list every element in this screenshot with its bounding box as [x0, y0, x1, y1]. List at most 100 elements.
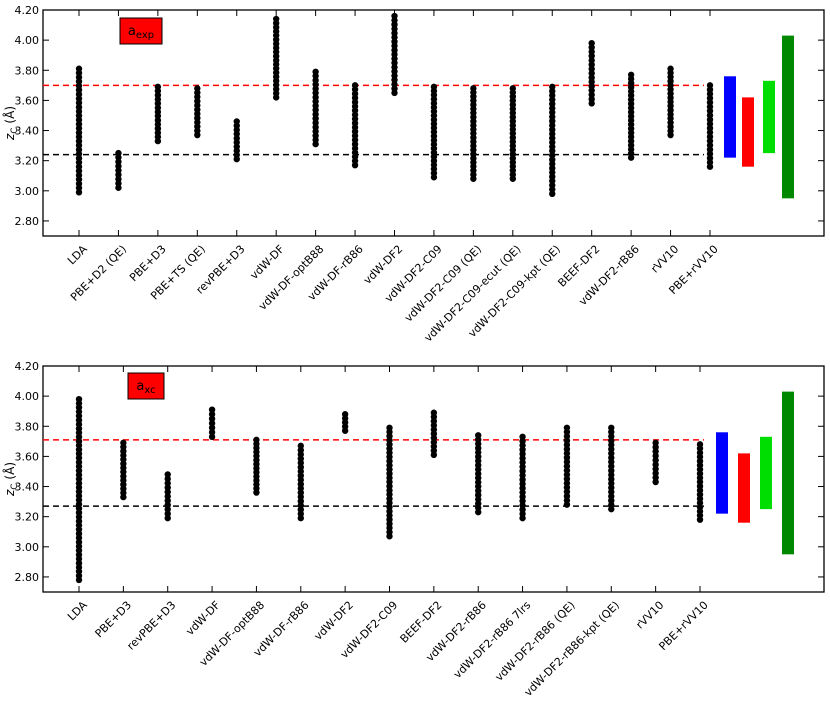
series-lda: [75, 395, 83, 584]
data-point: [519, 514, 526, 522]
series-pbe-rvv10: [696, 441, 704, 523]
data-point: [253, 489, 260, 496]
series-vdw-df-optb88: [253, 436, 260, 496]
series-vdw-df2-rb86: [627, 71, 635, 161]
data-point: [549, 190, 556, 198]
series-revpbe-d3: [233, 118, 240, 163]
x-tick-label: vdW-DF2-C09 (QE): [402, 243, 484, 325]
data-point: [120, 493, 127, 501]
series-vdw-df: [272, 15, 280, 101]
data-point: [608, 505, 615, 513]
series-vdw-df2-c09: [386, 424, 393, 540]
y-tick-label: 3.60: [15, 450, 40, 463]
panel-top: 2.80 3.00 3.20 3.40 3.60 3.80 4.00 4.20 zC (Å) LD…: [2, 4, 825, 344]
series-vdw-df2-rb86: [475, 432, 482, 516]
series-pbe-d3: [120, 439, 127, 501]
data-point: [312, 140, 319, 148]
x-tick-label: vdW-DF2: [312, 599, 356, 643]
panel-bottom: 2.80 3.00 3.20 3.40 3.60 3.80 4.00 4.20 zC (Å) LD…: [2, 360, 825, 699]
range-bar: [724, 76, 736, 158]
x-tick-label: rVV10: [633, 599, 666, 632]
data-point: [208, 433, 216, 441]
data-point: [351, 161, 359, 169]
data-point: [652, 478, 659, 486]
data-point: [706, 163, 714, 170]
y-tick-label: 2.80: [15, 215, 40, 228]
y-tick-label: 3.80: [15, 64, 40, 77]
y-tick-label: 3.60: [15, 94, 40, 107]
series-vdw-df2-rb86-7lrs: [519, 433, 526, 522]
range-bar: [782, 391, 794, 555]
series-vdw-df2-c09: [430, 83, 438, 181]
plot-frame: [42, 365, 825, 593]
y-tick-label: 4.20: [15, 360, 40, 373]
y-tick-label: 3.40: [15, 125, 40, 138]
x-tick-label: vdW-DF: [183, 599, 222, 638]
data-point: [208, 415, 216, 422]
range-bar: [742, 97, 754, 167]
data-point: [430, 174, 438, 181]
series-rvv10: [667, 65, 674, 139]
series-rvv10: [652, 439, 659, 486]
data-point: [154, 137, 162, 145]
data-point: [208, 420, 216, 427]
y-axis-title: zC (Å): [2, 106, 20, 141]
data-point: [233, 155, 240, 163]
x-tick-label: LDA: [65, 598, 90, 623]
data-point: [115, 184, 122, 191]
data-point: [208, 406, 216, 413]
data-point: [208, 424, 216, 431]
series-vdw-df2: [391, 12, 398, 97]
range-bar: [763, 80, 775, 154]
y-tick-label: 2.80: [15, 571, 40, 584]
series-vdw-df-rb86: [351, 82, 359, 169]
data-point: [509, 175, 517, 182]
data-point: [297, 514, 304, 522]
series-vdw-df2-c09-ecut-qe-: [509, 85, 517, 182]
data-point: [391, 89, 398, 97]
y-tick-label: 4.20: [15, 4, 40, 17]
y-tick-label: 3.20: [15, 155, 40, 168]
series-pbe-rvv10: [706, 82, 714, 170]
data-point: [563, 501, 571, 508]
legend-label: aexp: [128, 24, 154, 41]
data-point: [386, 533, 393, 540]
y-tick-label: 3.20: [15, 511, 40, 524]
data-point: [696, 516, 704, 523]
legend-box: [127, 372, 165, 400]
series-vdw-df2-c09-qe-: [470, 85, 477, 182]
series-pbe-ts-qe-: [194, 85, 201, 139]
series-vdw-df: [208, 406, 216, 441]
range-bar: [760, 436, 772, 510]
data-point: [430, 451, 438, 459]
series-pbe-d2-qe-: [115, 149, 122, 191]
series-vdw-df-rb86: [297, 442, 304, 522]
data-point: [75, 189, 83, 196]
data-point: [272, 94, 280, 101]
data-point: [75, 576, 83, 584]
x-tick-label: vdW-DF2-rB86 (QE): [493, 599, 578, 684]
y-tick-label: 3.00: [15, 541, 40, 554]
series-vdw-df2-rb86-qe-: [563, 424, 571, 508]
range-bar: [782, 35, 794, 199]
series-revpbe-d3: [164, 471, 171, 522]
series-vdw-df2-c09-kpt-qe-: [549, 83, 556, 198]
series-pbe-d3: [154, 83, 162, 145]
legend-label: axc: [136, 379, 155, 396]
series-vdw-df2-rb86-kpt-qe-: [608, 424, 615, 513]
range-bar: [738, 453, 750, 523]
range-bar: [716, 432, 728, 514]
data-point: [341, 427, 349, 434]
legend-box: [119, 17, 163, 45]
series-lda: [75, 65, 83, 196]
data-point: [208, 429, 216, 436]
series-beef-df2: [430, 409, 438, 459]
data-point: [208, 411, 216, 418]
x-tick-label: BEEF-DF2: [398, 599, 445, 646]
x-tick-label: LDA: [65, 242, 90, 267]
x-tick-label: vdW-DF2-rB86-kpt (QE): [522, 599, 622, 699]
data-point: [164, 514, 171, 522]
data-point: [470, 175, 477, 182]
data-point: [627, 154, 635, 161]
